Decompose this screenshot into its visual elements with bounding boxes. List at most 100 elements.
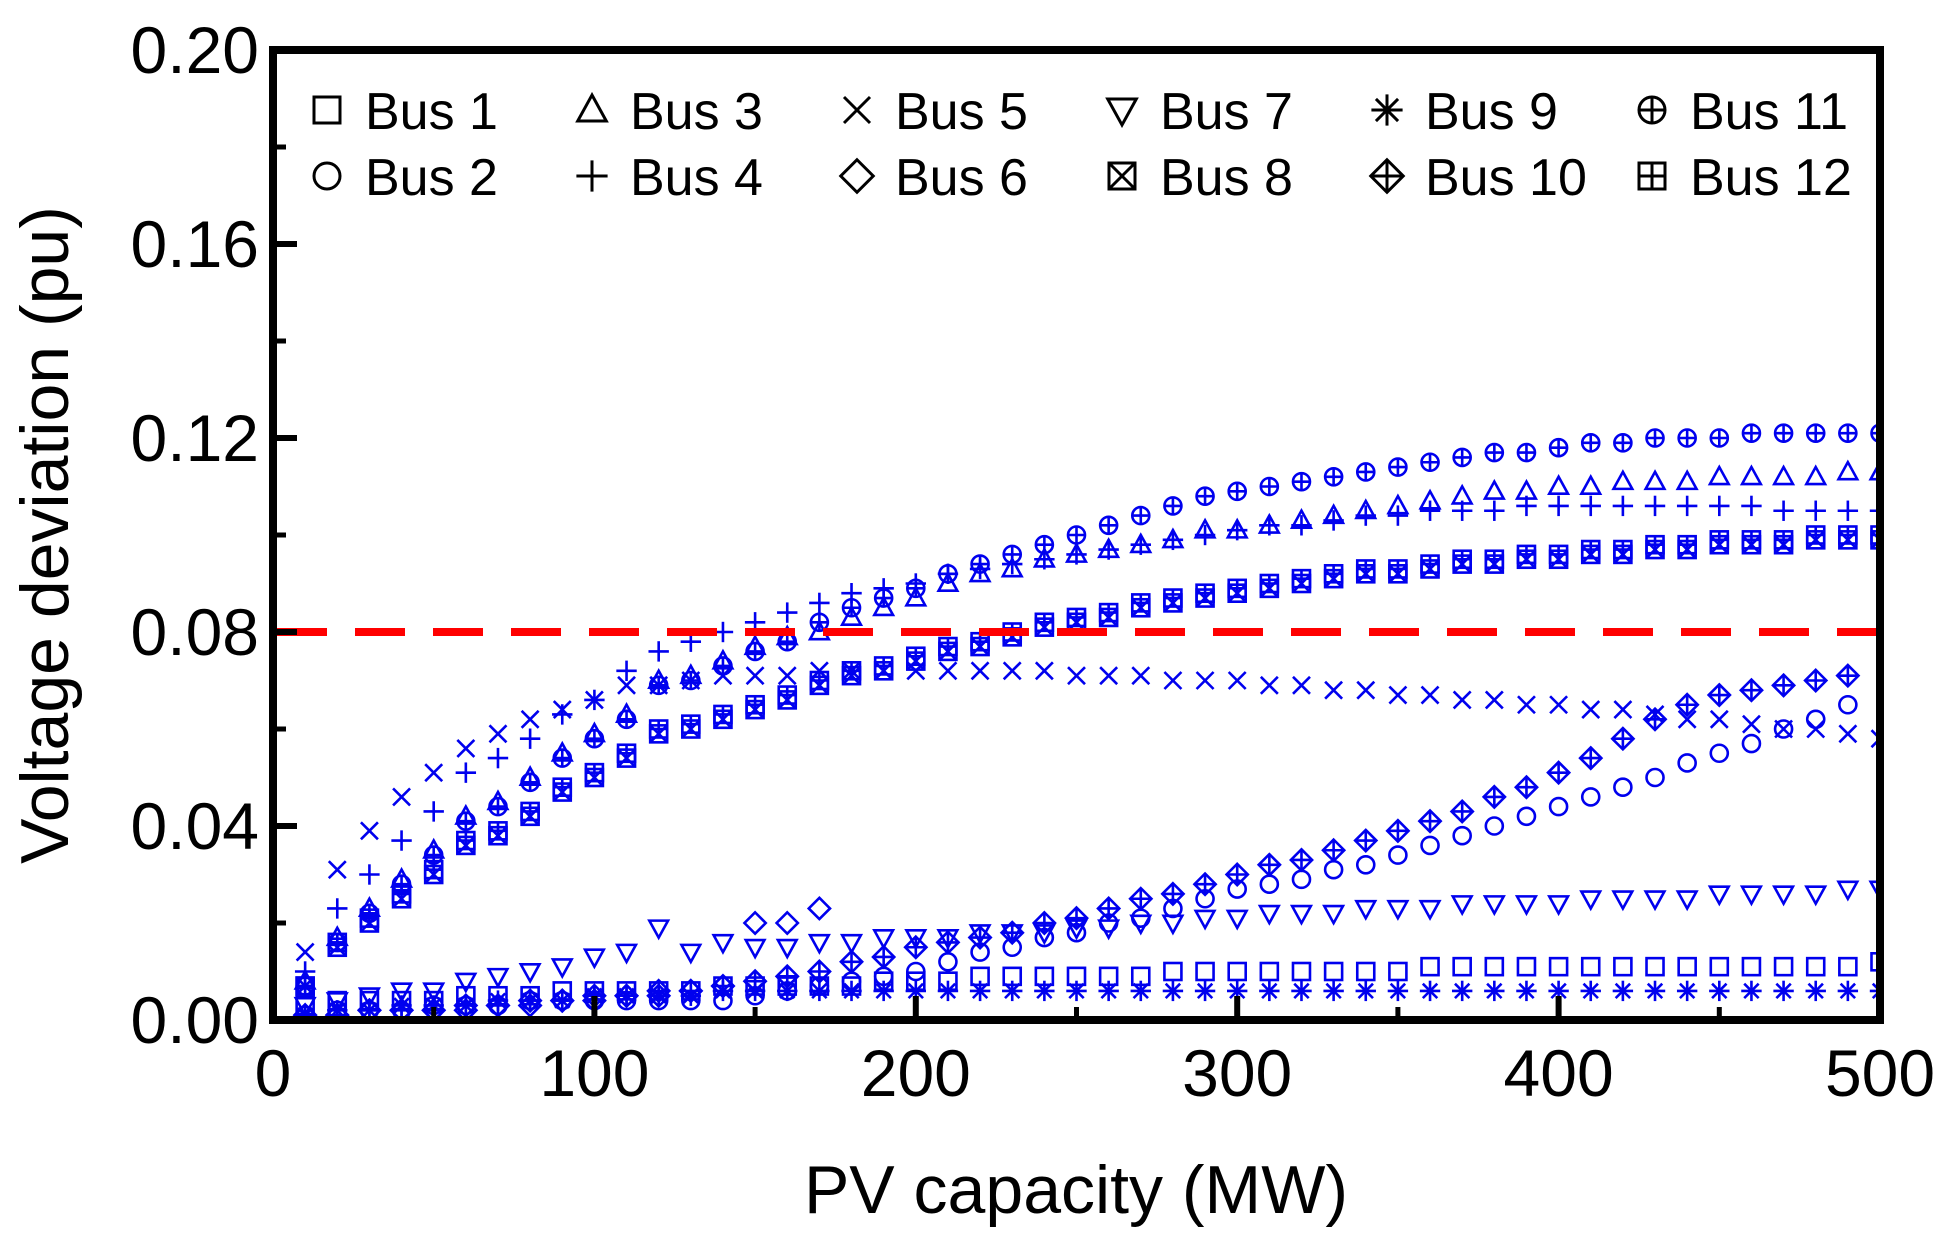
data-point [1548,495,1569,517]
data-point [1642,706,1668,732]
data-point [1645,534,1665,555]
legend-entry: Bus 11 [1637,83,1848,141]
x-tick-label: 200 [861,1036,971,1110]
data-point [1419,980,1441,1002]
data-point [1259,980,1280,1002]
data-point [1707,885,1731,907]
data-point [1130,980,1151,1002]
data-point [1612,495,1634,517]
legend-marker [576,160,608,192]
data-point [1516,495,1537,517]
data-point [970,661,990,681]
data-point [1194,524,1216,546]
data-point [1099,666,1119,686]
data-point [1227,961,1247,982]
data-point [1323,961,1344,982]
data-point [777,685,798,705]
data-point [1548,956,1569,977]
data-point [422,982,446,1004]
data-point [938,951,958,972]
data-point [1741,733,1762,754]
series-bus-8 [295,530,1880,996]
data-point [1227,519,1248,541]
data-point [871,944,897,970]
legend-marker [312,95,342,125]
data-point [1741,956,1762,977]
data-point [839,949,864,975]
data-point [1709,530,1730,550]
data-point [1838,724,1858,744]
data-point [1674,692,1700,718]
data-point [873,588,894,608]
data-point [1706,682,1732,708]
data-point [1195,961,1215,982]
y-tick-label: 0.12 [131,401,259,475]
data-point [1067,666,1086,686]
data-point [1516,442,1537,463]
data-point [1709,495,1730,517]
data-point [1482,895,1506,917]
data-point [1870,951,1880,972]
data-point [809,612,830,633]
data-point [1709,709,1729,729]
data-point [1420,685,1440,705]
x-tick-label: 0 [255,1036,292,1110]
data-point [777,631,798,652]
data-point [809,670,830,691]
data-point [1773,980,1794,1002]
legend-entry: Bus 9 [1371,83,1558,141]
data-point [1806,719,1826,739]
data-point [681,670,701,691]
series-bus-12 [295,525,1880,996]
data-point [1803,668,1829,693]
data-point [1773,956,1794,977]
data-point [873,656,894,676]
data-point [1548,544,1569,565]
data-point [1580,539,1601,560]
data-point [1613,700,1633,720]
data-point [1484,442,1505,463]
legend-entry: Bus 12 [1637,149,1852,207]
data-point [518,962,542,984]
data-point [1805,500,1826,521]
data-point [1677,709,1697,729]
data-point [1484,500,1505,521]
data-point [1451,500,1473,521]
data-point [1289,904,1314,926]
data-point [1259,675,1279,695]
data-point [519,728,541,749]
data-point [1066,607,1087,628]
data-point [1291,568,1312,589]
data-point [1738,677,1764,703]
data-point [390,982,414,1004]
data-point [486,967,510,989]
data-point [938,661,958,681]
data-point [1064,905,1089,931]
y-tick-label: 0.16 [131,207,259,281]
data-point [584,762,605,783]
data-point [1386,899,1410,921]
data-point [646,983,672,1009]
legend-entry: Bus 7 [1105,83,1293,141]
data-point [1516,980,1537,1002]
legend-marker [1105,97,1139,129]
legend-entry: Bus 2 [312,149,498,207]
data-point [1131,666,1151,686]
data-point [745,666,765,686]
data-point [1227,578,1247,599]
data-point [453,997,479,1020]
data-point [295,976,315,996]
data-point [1291,471,1312,492]
data-point [1482,478,1506,500]
y-tick-label: 0.20 [131,13,259,87]
data-point [1354,899,1378,921]
data-point [1742,714,1761,734]
data-point [1836,880,1860,902]
data-point [1322,904,1346,926]
data-point [1645,956,1665,977]
data-point [357,987,381,1009]
data-point [745,641,765,662]
data-point [1838,525,1858,545]
data-point [359,864,380,885]
data-point [1194,980,1216,1002]
